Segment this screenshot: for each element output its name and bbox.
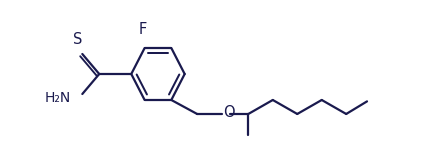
Text: H₂N: H₂N: [45, 91, 71, 105]
Text: O: O: [223, 105, 235, 120]
Text: S: S: [73, 32, 83, 46]
Text: F: F: [138, 22, 146, 37]
